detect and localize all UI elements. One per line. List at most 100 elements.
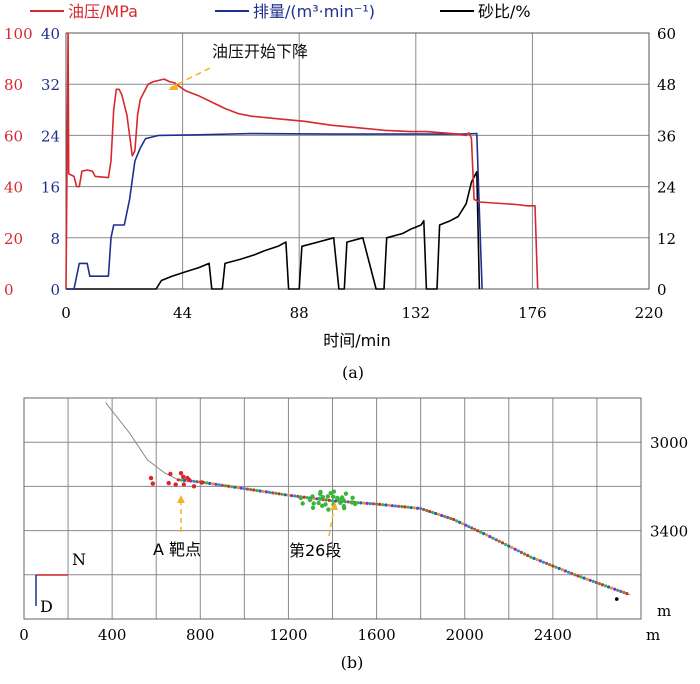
perforation-point (491, 536, 495, 540)
perforation-point (476, 529, 480, 533)
perforation-point (516, 549, 520, 553)
perforation-point (192, 479, 196, 483)
perforation-point (346, 500, 350, 504)
perforation-point (182, 478, 187, 482)
microseismic-event (307, 497, 313, 503)
perforation-point (277, 492, 281, 496)
perforation-point (526, 553, 530, 558)
perforation-point (535, 558, 539, 562)
perforation-point (214, 482, 218, 486)
x-tick-label: 2400 (534, 626, 572, 644)
microseismic-event (199, 480, 205, 485)
perforation-point (258, 489, 262, 493)
perforation-point (205, 481, 209, 485)
perforation-point (597, 582, 602, 586)
microseismic-event (168, 471, 173, 477)
series-sand-ratio-line (66, 170, 481, 290)
x-tick-label: 2000 (446, 626, 484, 644)
y-left-inner-tick-label: 16 (41, 179, 60, 197)
perforation-point (286, 493, 290, 497)
x-tick-label: 88 (290, 304, 309, 322)
perforation-point (428, 509, 432, 514)
stage-26-arrow (328, 507, 335, 537)
perforation-point (362, 501, 366, 505)
perforation-point (446, 515, 450, 520)
perforation-point (280, 492, 284, 496)
x-tick-label: 0 (19, 626, 29, 644)
chart-b-grid (24, 398, 641, 619)
perforation-point (293, 494, 297, 498)
compass-north-label: N (72, 550, 86, 569)
series-rate-line (66, 132, 483, 290)
perforation-point (440, 513, 444, 518)
y-tick-label: 3400 (650, 523, 688, 541)
panel-b: 0 400 800 1200 1600 2000 2400 m 3000 3400 m N D A … (19, 397, 688, 672)
perforation-point (551, 564, 555, 568)
perforation-point (625, 592, 629, 596)
microseismic-event (181, 474, 186, 479)
perforation-point (422, 507, 426, 512)
perforation-point (255, 488, 259, 493)
perforation-point (504, 542, 508, 547)
perforation-point (371, 502, 375, 506)
microseismic-event (191, 484, 197, 489)
chart-a-xlabel: 时间/min (323, 331, 391, 350)
microseismic-event (310, 505, 316, 510)
target-a-arrowhead (177, 495, 185, 503)
microseismic-event (150, 481, 155, 486)
y-right-tick-label: 24 (657, 179, 676, 197)
microseismic-event (331, 494, 336, 499)
chart-a-series (65, 32, 539, 290)
y-left-outer-tick-label: 80 (4, 76, 23, 94)
microseismic-event (317, 496, 323, 501)
perforation-point (296, 494, 300, 498)
isolated-point (614, 597, 619, 601)
y-left-outer-tick-label: 40 (4, 179, 23, 197)
chart-b-ticks: 0 400 800 1200 1600 2000 2400 m 3000 3400 m (19, 434, 688, 644)
chart-b-points (148, 471, 629, 601)
y-right-tick-label: 60 (657, 25, 676, 43)
chart-a-ticks: 0 44 88 132 176 220 0 20 40 60 80 100 0 8 16 24 32 40 0 12 2… (4, 25, 676, 322)
perforation-point (412, 506, 416, 510)
microseismic-event (166, 480, 171, 486)
perforation-point (461, 522, 465, 526)
microseismic-event (318, 489, 323, 495)
perforation-point (594, 580, 598, 585)
perforation-point (437, 512, 441, 517)
perforation-point (359, 501, 363, 505)
perforation-point (458, 520, 462, 525)
perforation-point (217, 483, 221, 487)
y-tick-label: 3000 (650, 434, 688, 452)
perforation-point (532, 556, 536, 561)
microseismic-event (325, 494, 330, 499)
microseismic-event (311, 501, 316, 506)
chart-a-caption: (a) (342, 363, 364, 382)
perforation-point (548, 563, 552, 567)
perforation-point (585, 577, 589, 581)
perforation-point (567, 570, 571, 574)
microseismic-event (316, 500, 321, 506)
x-tick-label: 132 (401, 304, 430, 322)
perforation-point (368, 502, 372, 506)
perforation-point (513, 547, 517, 551)
y-left-inner-tick-label: 8 (50, 230, 60, 248)
perforation-point (393, 504, 398, 508)
microseismic-event (298, 495, 303, 501)
perforation-point (378, 502, 382, 506)
perforation-point (603, 584, 608, 588)
perforation-point (271, 491, 275, 495)
microseismic-event (320, 503, 325, 508)
perforation-point (211, 482, 215, 486)
perforation-point (573, 573, 577, 577)
legend-pressure: 油压/MPa (68, 2, 138, 21)
perforation-point (610, 586, 614, 590)
perforation-point (375, 502, 379, 506)
y-left-inner-tick-label: 40 (41, 25, 60, 43)
microseismic-event (349, 500, 354, 505)
x-tick-label: 1200 (269, 626, 307, 644)
series-pressure-line (65, 32, 539, 290)
perforation-point (431, 510, 435, 515)
perforation-point (545, 561, 549, 566)
perforation-point (179, 478, 183, 482)
